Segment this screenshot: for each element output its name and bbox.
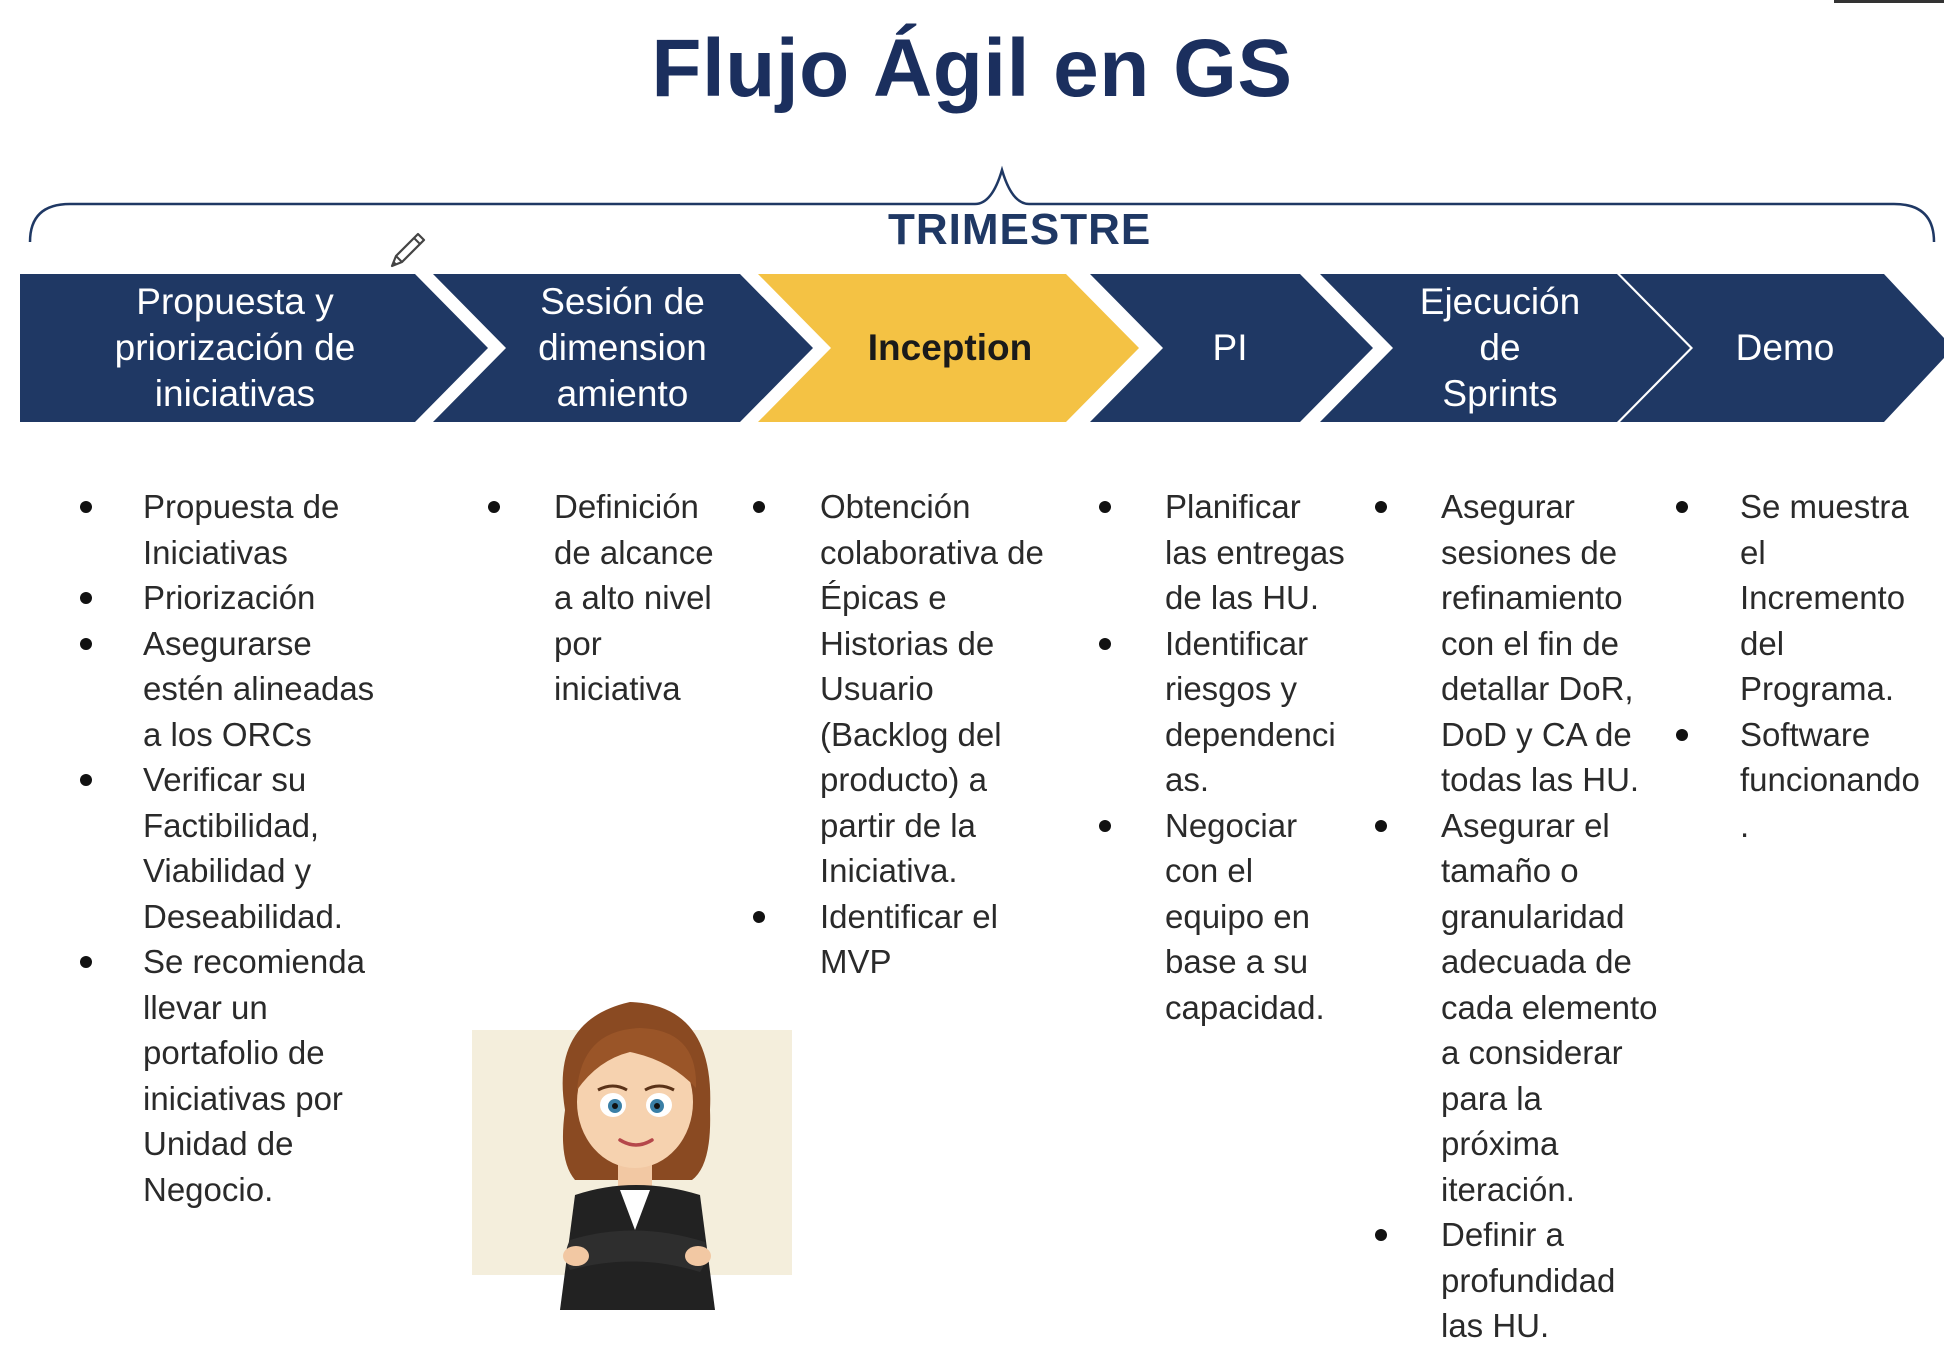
list-item: Priorización xyxy=(80,575,443,621)
bullet-dot xyxy=(80,637,92,650)
trimester-label: TRIMESTRE xyxy=(888,205,1152,254)
step-label-sesion: Sesión de dimension amiento xyxy=(538,281,707,414)
column-propuesta: Propuesta de Iniciativas Priorización As… xyxy=(80,484,443,1212)
bullet-dot xyxy=(80,774,92,786)
column-pi: Planificar las entregas de las HU. Ident… xyxy=(1099,484,1365,1031)
column-ejecucion: Asegurar sesiones de refinamiento con el… xyxy=(1375,484,1691,1349)
list-item: Identificar riesgos y dependenci as. xyxy=(1099,621,1365,803)
bullet-dot xyxy=(80,592,92,604)
chevron-step-6 xyxy=(1620,274,1944,422)
step-label-ejecucion: Ejecución de Sprints xyxy=(1419,281,1581,414)
chevron-step-3 xyxy=(758,274,1139,422)
step-label-inception: Inception xyxy=(867,327,1033,368)
bullet-dot xyxy=(80,956,92,968)
bullet-dot xyxy=(1099,819,1111,832)
bullet-dot xyxy=(1099,637,1111,650)
list-item: Asegurar el tamaño o granularidad adecua… xyxy=(1375,803,1691,1213)
chevron-step-5 xyxy=(1320,274,1690,422)
list-item: Obtención colaborativa de Épicas e Histo… xyxy=(753,484,1080,894)
step-label-demo: Demo xyxy=(1735,327,1835,368)
bullet-dot xyxy=(1375,501,1387,513)
list-item: Negociar con el equipo en base a su capa… xyxy=(1099,803,1365,1031)
trimester-brace xyxy=(28,165,1936,243)
list-item: Se recomienda llevar un portafolio de in… xyxy=(80,939,443,1212)
list-item: Planificar las entregas de las HU. xyxy=(1099,484,1365,621)
page-title: Flujo Ágil en GS xyxy=(651,23,1293,114)
bullet-dot xyxy=(1099,501,1111,513)
list-item: Se muestra el Incremento del Programa. xyxy=(1676,484,1940,712)
column-sesion: Definición de alcance a alto nivel por i… xyxy=(488,484,754,712)
list-item: Definir a profundidad las HU. xyxy=(1375,1212,1691,1349)
bullet-dot xyxy=(80,501,92,513)
bullet-dot xyxy=(753,501,765,513)
bullet-dot xyxy=(1676,501,1688,513)
step-label-propuesta: Propuesta y priorización de iniciativas xyxy=(114,281,356,414)
businesswoman-illustration xyxy=(472,1002,792,1310)
column-demo: Se muestra el Incremento del Programa. S… xyxy=(1676,484,1940,849)
bullet-dot xyxy=(488,501,500,513)
bullet-dot xyxy=(1375,1229,1387,1241)
bullet-dot xyxy=(753,910,765,923)
bullet-dot xyxy=(1676,728,1688,741)
top-edge-line xyxy=(1834,0,1944,3)
list-item: Asegurar sesiones de refinamiento con el… xyxy=(1375,484,1691,803)
bullet-dot xyxy=(1375,819,1387,832)
list-item: Propuesta de Iniciativas xyxy=(80,484,443,575)
chevron-step-4 xyxy=(1090,274,1373,422)
column-inception: Obtención colaborativa de Épicas e Histo… xyxy=(753,484,1080,985)
chevron-step-1 xyxy=(20,274,488,422)
step-label-pi: PI xyxy=(1212,327,1248,368)
list-item: Verificar su Factibilidad, Viabilidad y … xyxy=(80,757,443,939)
chevron-step-2 xyxy=(433,274,813,422)
process-chevrons xyxy=(20,274,1944,422)
list-item: Identificar el MVP xyxy=(753,894,1080,985)
list-item: Software funcionando . xyxy=(1676,712,1940,849)
list-item: Asegurarse estén alineadas a los ORCs xyxy=(80,621,443,758)
list-item: Definición de alcance a alto nivel por i… xyxy=(488,484,754,712)
pencil-icon xyxy=(390,232,426,268)
